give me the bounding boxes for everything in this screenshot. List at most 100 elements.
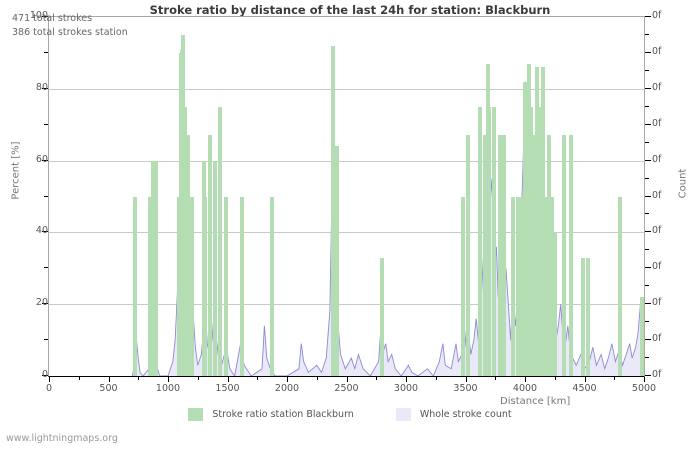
legend-swatch-lavender xyxy=(395,408,411,421)
y-right-tick-label: 0f xyxy=(652,261,662,273)
y-right-tick-minor xyxy=(645,249,649,251)
bar xyxy=(618,196,623,376)
y-right-tick-major xyxy=(645,231,651,233)
y-right-tick-major xyxy=(645,195,651,197)
y-right-tick-label: 0f xyxy=(652,333,662,345)
y-tick-minor xyxy=(44,51,48,53)
x-tick-label: 3000 xyxy=(393,383,419,394)
legend-swatch-green xyxy=(188,408,204,421)
bar xyxy=(553,232,558,376)
x-tick-label: 5000 xyxy=(631,383,657,394)
y-tick-major xyxy=(42,231,48,233)
y-tick-label: 0 xyxy=(41,369,48,380)
bar xyxy=(586,257,591,376)
annotation-total-strokes-station: 386 total strokes station xyxy=(12,27,128,38)
bar xyxy=(334,146,339,376)
bar xyxy=(498,135,502,376)
bar xyxy=(213,160,217,376)
bar xyxy=(176,196,181,376)
y-right-tick-major xyxy=(645,339,651,341)
y-right-tick-label: 0f xyxy=(652,189,662,201)
x-tick-minor xyxy=(435,377,437,380)
annotations: 471 total strokes 386 total strokes stat… xyxy=(12,12,128,40)
x-tick-major xyxy=(346,377,348,382)
y-right-tick-major xyxy=(645,51,651,53)
x-tick-minor xyxy=(495,377,497,380)
y-right-tick-minor xyxy=(645,321,649,323)
y-right-tick-minor xyxy=(645,141,649,143)
y-right-tick-label: 0f xyxy=(652,297,662,309)
x-tick-label: 4000 xyxy=(512,383,538,394)
y-right-tick-major xyxy=(645,159,651,161)
bar xyxy=(182,106,187,376)
y-tick-major xyxy=(42,375,48,376)
bar xyxy=(537,106,542,376)
bar xyxy=(218,106,223,376)
y-right-tick-minor xyxy=(645,177,649,179)
y-axis-left-title: Percent [%] xyxy=(10,141,22,200)
x-tick-minor xyxy=(614,377,616,380)
y-tick-minor xyxy=(44,123,48,125)
x-tick-major xyxy=(287,377,288,382)
bar xyxy=(639,297,644,376)
y-right-tick-minor xyxy=(645,69,649,71)
bar xyxy=(331,45,336,376)
bar xyxy=(133,196,138,376)
y-tick-label: 60 xyxy=(35,153,48,165)
y-right-tick-label: 0f xyxy=(652,153,662,165)
y-right-tick-major xyxy=(645,303,651,305)
x-tick-label: 1000 xyxy=(155,383,181,394)
gridline xyxy=(49,304,644,306)
x-axis-title: Distance [km] xyxy=(500,396,571,407)
y-right-tick-label: 0f xyxy=(652,10,662,21)
bar xyxy=(461,196,466,376)
legend-item-stroke-ratio: Stroke ratio station Blackburn xyxy=(188,408,354,421)
y-tick-major xyxy=(42,87,48,89)
legend-label-stroke-ratio: Stroke ratio station Blackburn xyxy=(212,409,354,420)
bar xyxy=(492,106,497,376)
bar xyxy=(528,106,533,376)
y-axis-right-title: Count xyxy=(677,168,689,199)
x-tick-label: 2500 xyxy=(334,383,359,394)
bar xyxy=(190,196,195,376)
x-tick-label: 1500 xyxy=(215,383,240,394)
bar xyxy=(203,196,208,376)
gridline xyxy=(49,232,644,234)
bar xyxy=(487,106,492,376)
y-tick-label: 40 xyxy=(35,225,48,237)
bar xyxy=(550,196,555,376)
bar xyxy=(526,63,531,376)
y-right-tick-major xyxy=(645,16,651,17)
y-right-tick-major xyxy=(645,267,651,269)
y-tick-label: 100 xyxy=(29,10,48,21)
y-right-tick-major xyxy=(645,87,651,89)
bar xyxy=(482,135,487,376)
bar xyxy=(501,135,506,376)
bar xyxy=(269,196,274,376)
x-tick-label: 500 xyxy=(99,383,118,394)
bar xyxy=(224,196,229,376)
y-right-tick-label: 0f xyxy=(652,225,662,237)
x-tick-minor xyxy=(197,377,199,380)
bar xyxy=(520,196,525,376)
bar xyxy=(239,196,244,376)
bar xyxy=(208,135,213,376)
x-tick-label: 0 xyxy=(45,383,53,394)
bar xyxy=(154,160,159,376)
y-tick-major xyxy=(42,303,48,305)
y-right-tick-label: 0f xyxy=(652,45,662,57)
y-tick-label: 20 xyxy=(35,297,48,309)
y-right-tick-minor xyxy=(645,33,649,35)
y-tick-minor xyxy=(44,267,48,269)
bar xyxy=(540,67,545,376)
gridline xyxy=(49,88,644,90)
y-tick-minor xyxy=(44,195,48,197)
bar xyxy=(581,257,586,376)
y-right-tick-minor xyxy=(645,357,649,359)
bar xyxy=(511,196,516,376)
y-right-tick-major xyxy=(645,375,651,376)
x-tick-minor xyxy=(138,377,140,380)
stroke-ratio-bar-series xyxy=(49,17,644,376)
annotation-total-strokes: 471 total strokes xyxy=(12,13,93,24)
bar xyxy=(148,196,153,376)
